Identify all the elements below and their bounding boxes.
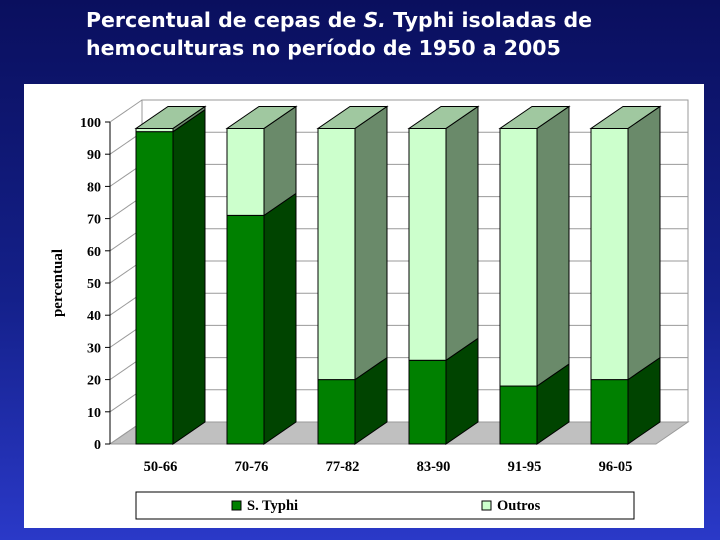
y-tick-label: 20 bbox=[87, 374, 101, 389]
stacked-bar-chart: 0 10 20 30 40 50 60 70 80 90 100 percentual 50-66 70-… bbox=[50, 99, 690, 520]
y-axis-title: percentual bbox=[50, 249, 66, 317]
y-tick-label: 60 bbox=[87, 245, 101, 260]
y-tick-label: 40 bbox=[87, 309, 101, 324]
bar-top-face bbox=[407, 105, 480, 129]
chart-panel: 0 10 20 30 40 50 60 70 80 90 100 percentual 50-66 70-… bbox=[24, 84, 704, 528]
bar-outros-front bbox=[590, 127, 629, 381]
y-tick-label: 10 bbox=[87, 406, 101, 421]
bar-outros-front bbox=[408, 127, 447, 361]
title-text-part1: Percentual de cepas de bbox=[86, 8, 364, 32]
bar-typhi-front bbox=[408, 359, 447, 445]
bar-typhi-side bbox=[263, 192, 297, 445]
bar-typhi-front bbox=[590, 379, 629, 445]
y-tick-label: 100 bbox=[80, 116, 101, 131]
legend-label: Outros bbox=[497, 498, 541, 514]
legend-box bbox=[135, 491, 635, 520]
bar-top-face bbox=[316, 105, 389, 129]
y-tick-label: 70 bbox=[87, 213, 101, 228]
bar-outros-side bbox=[627, 105, 661, 381]
bar-typhi-side bbox=[172, 108, 206, 445]
bar-outros-front bbox=[317, 127, 356, 381]
title-text-italic: S. bbox=[363, 8, 386, 32]
y-tick-label: 0 bbox=[94, 438, 101, 453]
legend-label: S. Typhi bbox=[247, 498, 298, 514]
bar-top-face bbox=[498, 105, 571, 129]
bar-typhi-front bbox=[317, 379, 356, 445]
bar-outros-front bbox=[499, 127, 538, 387]
title-text-line2: hemoculturas no período de 1950 a 2005 bbox=[86, 36, 561, 60]
bar-top-face bbox=[225, 105, 298, 129]
y-tick-label: 80 bbox=[87, 180, 101, 195]
bar-outros-side bbox=[445, 105, 479, 362]
title-text-part2: Typhi isoladas de bbox=[385, 8, 593, 32]
legend-swatch bbox=[481, 500, 492, 511]
x-tick-label: 83-90 bbox=[417, 459, 451, 475]
bar-typhi-front bbox=[135, 131, 174, 445]
y-tick-label: 30 bbox=[87, 341, 101, 356]
gridline bbox=[109, 99, 143, 123]
x-tick-label: 77-82 bbox=[326, 459, 360, 475]
y-tick-label: 90 bbox=[87, 148, 101, 163]
legend-swatch bbox=[231, 500, 242, 511]
y-tick-label: 50 bbox=[87, 277, 101, 292]
bar-typhi-front bbox=[499, 385, 538, 445]
bar-outros-side bbox=[536, 105, 570, 387]
bar-top-face bbox=[134, 105, 207, 129]
bar-outros-side bbox=[354, 105, 388, 381]
slide-title: Percentual de cepas de S. Typhi isoladas… bbox=[86, 6, 686, 62]
bar-typhi-front bbox=[226, 214, 265, 445]
x-tick-label: 91-95 bbox=[508, 459, 542, 475]
bar-outros-front bbox=[226, 127, 265, 216]
x-tick-label: 70-76 bbox=[235, 459, 269, 475]
bar-top-face bbox=[589, 105, 662, 129]
x-tick-label: 96-05 bbox=[599, 459, 633, 475]
x-tick-label: 50-66 bbox=[144, 459, 178, 475]
